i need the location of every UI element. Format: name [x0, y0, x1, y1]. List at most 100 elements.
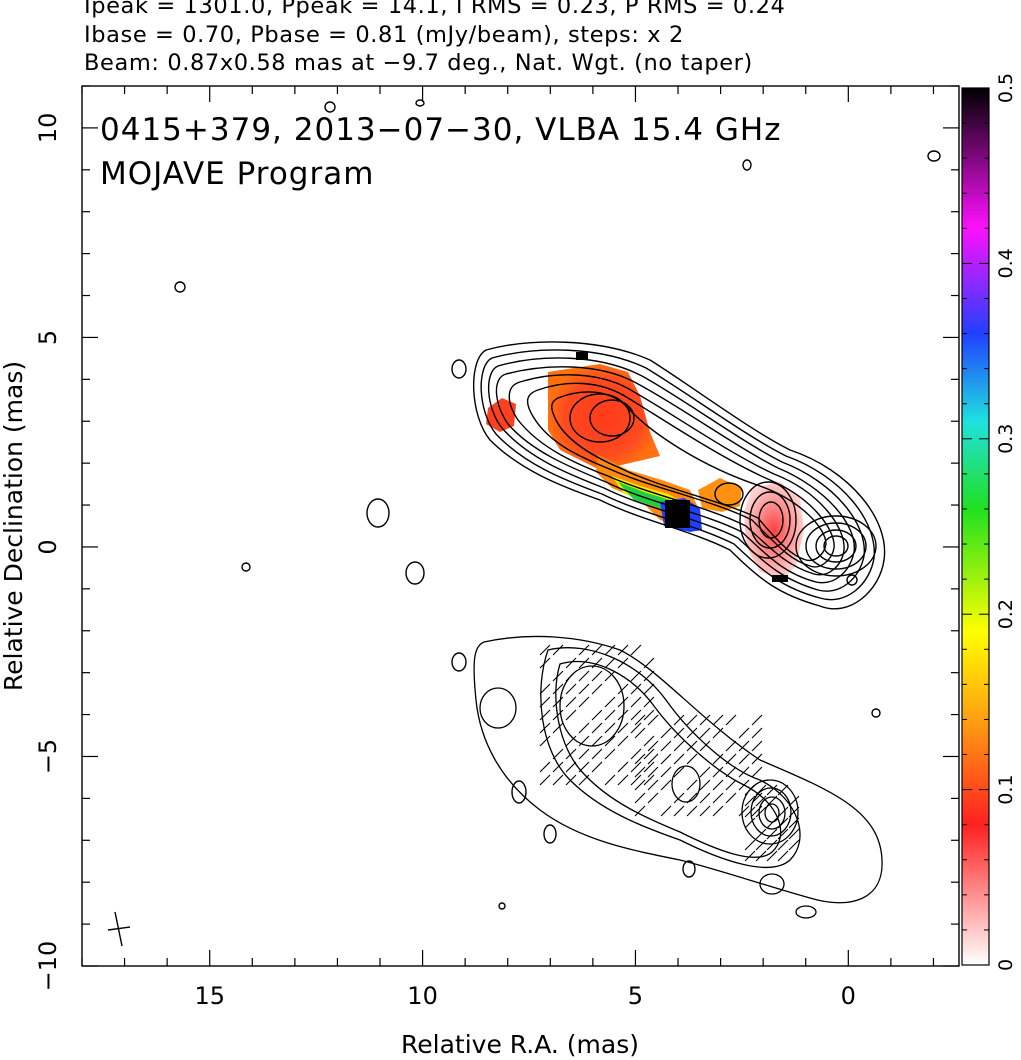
evpa-vector — [630, 670, 642, 682]
evpa-vector — [604, 748, 616, 760]
evpa-vector — [712, 766, 724, 778]
evpa-vector — [578, 683, 590, 695]
evpa-vector — [725, 714, 737, 726]
evpa-vector — [755, 784, 767, 796]
evpa-vector — [617, 774, 629, 786]
evpa-vector — [673, 714, 685, 726]
evpa-vector — [604, 774, 616, 786]
evpa-vector — [617, 657, 629, 669]
evpa-vector — [539, 696, 551, 708]
evpa-vector — [643, 761, 655, 773]
evpa-vectors — [539, 644, 800, 862]
evpa-vector — [604, 722, 616, 734]
colorbar-tick-label: 0.3 — [995, 424, 1017, 454]
evpa-vector — [647, 766, 659, 778]
evpa-vector — [630, 696, 642, 708]
evpa-vector — [725, 753, 737, 765]
evpa-vector — [617, 761, 629, 773]
evpa-vector — [647, 779, 659, 791]
y-axis: 10 5 0 −5 −10 — [34, 85, 959, 991]
evpa-vector — [578, 670, 590, 682]
evpa-vector — [634, 753, 646, 765]
evpa-vector — [744, 839, 756, 851]
evpa-vector — [738, 727, 750, 739]
evpa-vector — [604, 657, 616, 669]
evpa-vector — [617, 644, 629, 656]
evpa-vector — [777, 817, 789, 829]
polarization-image — [174, 99, 941, 919]
evpa-vector — [630, 644, 642, 656]
evpa-vector — [591, 683, 603, 695]
evpa-vector — [725, 740, 737, 752]
evpa-vector — [725, 766, 737, 778]
evpa-vector — [565, 657, 577, 669]
evpa-vector — [539, 709, 551, 721]
y-tick-label: 0 — [34, 539, 62, 554]
y-tick-label: 10 — [34, 113, 62, 144]
evpa-vector — [630, 774, 642, 786]
evpa-vector — [552, 774, 564, 786]
evpa-vector — [647, 714, 659, 726]
evpa-vector — [604, 644, 616, 656]
x-tick-label: 15 — [194, 982, 225, 1010]
evpa-vector — [755, 795, 767, 807]
evpa-vector — [552, 644, 564, 656]
evpa-vector — [738, 766, 750, 778]
evpa-vector — [725, 792, 737, 804]
colorbar — [961, 87, 990, 966]
evpa-vector — [634, 727, 646, 739]
evpa-vector — [552, 709, 564, 721]
evpa-vector — [788, 795, 800, 807]
evpa-vector — [699, 792, 711, 804]
evpa-vector — [565, 774, 577, 786]
evpa-vector — [712, 792, 724, 804]
evpa-vector — [630, 722, 642, 734]
evpa-vector — [699, 727, 711, 739]
evpa-vector — [634, 779, 646, 791]
evpa-vector — [617, 696, 629, 708]
evpa-vector — [578, 735, 590, 747]
evpa-vector — [686, 753, 698, 765]
evpa-vector — [539, 761, 551, 773]
evpa-vector — [634, 766, 646, 778]
evpa-vector — [788, 806, 800, 818]
evpa-vector — [751, 714, 763, 726]
evpa-vector — [755, 839, 767, 851]
evpa-vector — [766, 828, 778, 840]
evpa-vector — [591, 735, 603, 747]
evpa-vector — [660, 727, 672, 739]
evpa-vector — [660, 805, 672, 817]
evpa-vector — [738, 779, 750, 791]
evpa-vector — [552, 761, 564, 773]
beam-marker — [107, 911, 131, 947]
evpa-vector — [744, 850, 756, 862]
x-tick-label: 5 — [628, 982, 643, 1010]
evpa-vector — [591, 670, 603, 682]
plot-area — [82, 86, 959, 966]
evpa-vector — [578, 774, 590, 786]
evpa-vector — [630, 709, 642, 721]
y-axis-title: Relative Declination (mas) — [0, 361, 28, 691]
evpa-vector — [565, 761, 577, 773]
evpa-vector — [744, 784, 756, 796]
colorbar-tick-label: 0.2 — [995, 599, 1017, 629]
evpa-vector — [647, 753, 659, 765]
evpa-vector — [738, 805, 750, 817]
evpa-vector — [643, 670, 655, 682]
x-tick-label: 0 — [841, 982, 856, 1010]
x-axis-title: Relative R.A. (mas) — [401, 1030, 639, 1059]
colorbar-tick-label: 0.1 — [995, 774, 1017, 804]
evpa-vector — [617, 735, 629, 747]
evpa-vector — [565, 748, 577, 760]
total-intensity-contours — [174, 99, 941, 910]
evpa-vector — [686, 805, 698, 817]
evpa-vector — [643, 657, 655, 669]
evpa-vector — [565, 735, 577, 747]
evpa-vector — [643, 683, 655, 695]
evpa-vector — [673, 740, 685, 752]
evpa-vector — [565, 670, 577, 682]
evpa-vector — [617, 722, 629, 734]
evpa-vector — [699, 805, 711, 817]
evpa-vector — [755, 828, 767, 840]
evpa-vector — [766, 817, 778, 829]
